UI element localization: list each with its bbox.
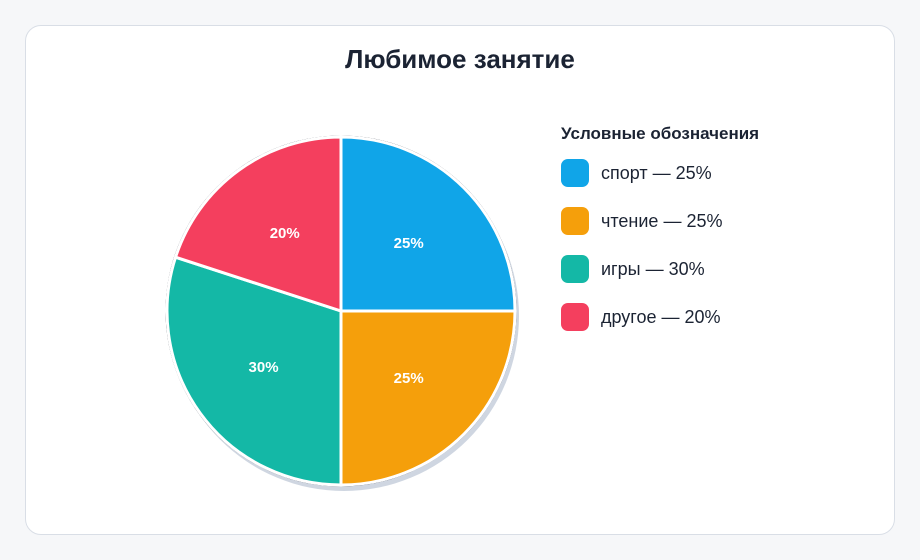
legend-label-other: другое — 20% [601, 306, 721, 327]
pie-slice-label-other: 20% [270, 225, 300, 242]
legend-label-games: игры — 30% [601, 258, 705, 279]
legend-item-games: игры — 30% [561, 254, 861, 284]
pie-slice-label-sport: 25% [394, 235, 424, 252]
legend-item-reading: чтение — 25% [561, 206, 861, 236]
legend-item-other: другое — 20% [561, 302, 861, 332]
legend-swatch-sport [561, 159, 589, 187]
legend-swatch-reading [561, 207, 589, 235]
pie-slice-reading [339, 309, 517, 487]
legend-swatch-other [561, 303, 589, 331]
chart-card: Любимое занятие 25% 25% 30% 20% Условные об… [25, 25, 895, 535]
legend-title: Условные обозначения [561, 124, 760, 143]
pie-slices [165, 135, 517, 487]
pie-slice-label-games: 30% [249, 359, 279, 376]
legend-label-reading: чтение — 25% [601, 210, 723, 231]
legend-item-sport: спорт — 25% [561, 158, 861, 188]
pie-slice-label-reading: 25% [394, 370, 424, 387]
chart-title: Любимое занятие [345, 44, 575, 74]
pie-chart: 25% 25% 30% 20% [165, 135, 519, 491]
legend-label-sport: спорт — 25% [601, 162, 712, 183]
pie-slice-sport [339, 135, 517, 313]
legend: Условные обозначения спорт — 25% чтение … [561, 124, 861, 350]
pie-labels: 25% 25% 30% 20% [249, 225, 424, 387]
legend-swatch-games [561, 255, 589, 283]
pie-slice-other [174, 135, 343, 313]
pie-slice-games [165, 255, 343, 487]
